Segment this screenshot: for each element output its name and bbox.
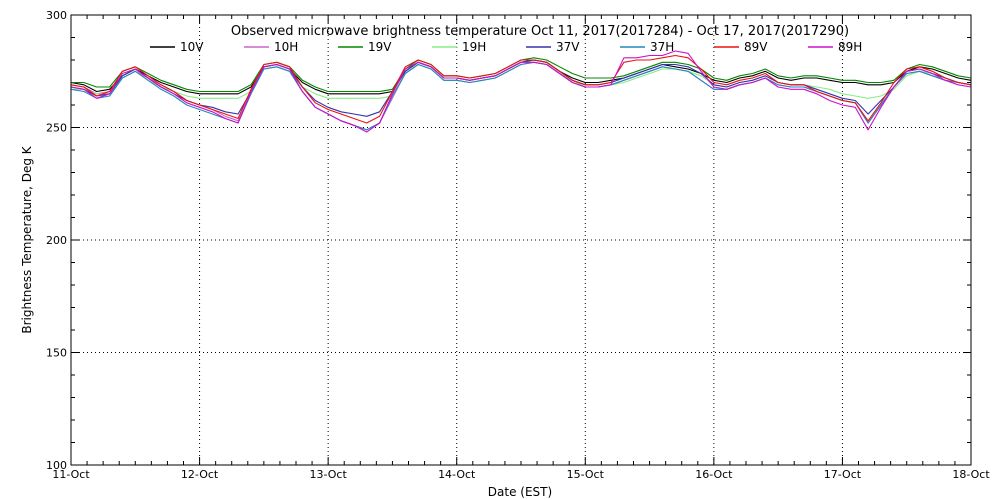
x-tick-label: 17-Oct [824,468,862,481]
legend-label-89v: 89V [744,40,768,54]
x-axis-label: Date (EST) [488,485,552,499]
chart-title: Observed microwave brightness temperatur… [231,24,849,39]
series-layer [70,50,972,133]
x-tick-label: 15-Oct [567,468,605,481]
x-tick-label: 14-Oct [438,468,476,481]
grid-lines [71,15,971,465]
series-line-89h [70,50,972,133]
x-tick-label: 11-Oct [52,468,90,481]
x-tick-label: 12-Oct [181,468,219,481]
y-tick-label: 150 [46,347,67,360]
y-tick-label: 300 [46,9,67,22]
legend: 10V 10H 19V 19H 37V 37H 89V 89H [150,40,862,54]
legend-label-89h: 89H [838,40,862,54]
plot-frame [70,14,972,466]
y-tick-label: 250 [46,122,67,135]
x-tick-labels: 11-Oct 12-Oct 13-Oct 14-Oct 15-Oct 16-Oct 17-O… [52,468,990,481]
x-tick-label: 16-Oct [695,468,733,481]
axis-ticks [70,14,972,466]
legend-label-19h: 19H [462,40,486,54]
y-axis-label: Brightness Temperature, Deg K [20,145,34,333]
y-tick-label: 200 [46,234,67,247]
y-tick-label: 100 [46,459,67,472]
legend-label-37h: 37H [650,40,674,54]
legend-label-10h: 10H [274,40,298,54]
legend-label-10v: 10V [180,40,204,54]
legend-label-37v: 37V [556,40,580,54]
x-tick-label: 18-Oct [952,468,990,481]
x-tick-label: 13-Oct [309,468,347,481]
series-line-89v [70,54,972,124]
y-tick-labels: 100 150 200 250 300 [46,9,67,472]
legend-label-19v: 19V [368,40,392,54]
